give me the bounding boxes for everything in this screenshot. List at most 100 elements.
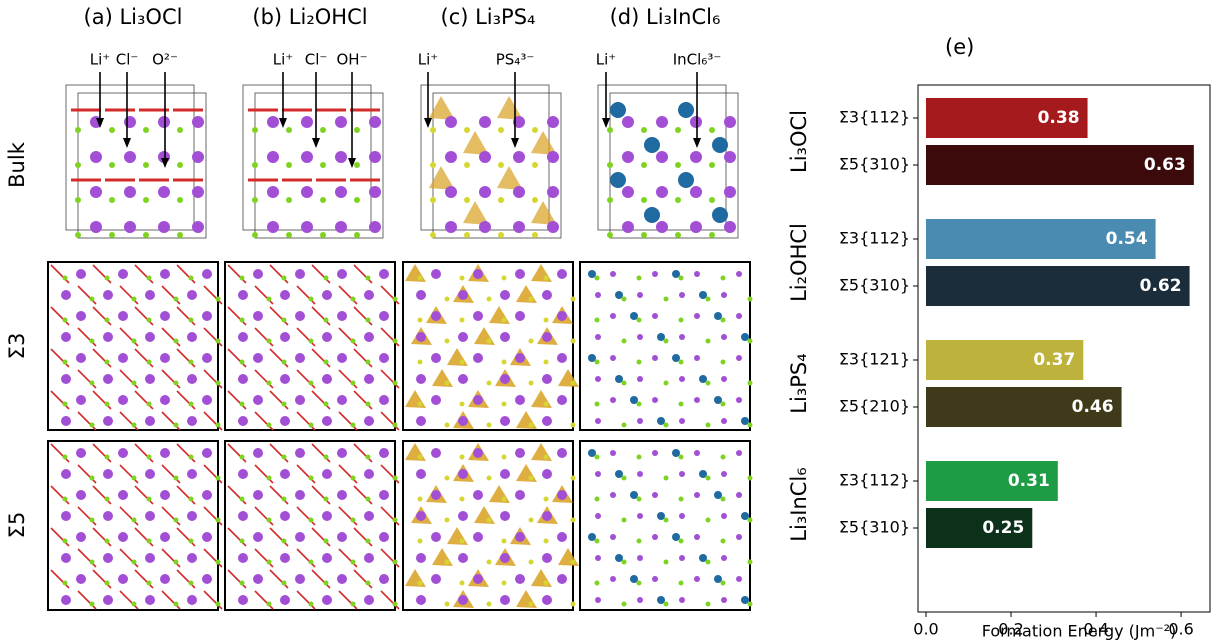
atom-small [502,455,507,460]
atom-small [664,339,669,344]
atom-small [706,560,711,565]
atom [610,450,616,456]
atom-small [498,127,504,133]
atom-small [622,423,627,428]
atom-small [240,402,245,407]
atom-small [324,318,329,323]
atom [458,595,468,605]
atom [542,511,552,521]
atom [61,553,71,563]
atom [694,576,700,582]
atom-small [544,581,549,586]
atom-small [706,297,711,302]
atom-small [216,602,221,607]
atom [158,221,170,233]
atom [679,555,685,561]
atom-small [324,455,329,460]
atom-small [607,197,613,203]
atom [124,186,136,198]
atom-small [309,381,314,386]
atom [721,555,727,561]
atom-small [664,423,669,428]
atom-small [147,455,152,460]
atom [76,353,86,363]
atom [595,376,601,382]
atom-small [240,539,245,544]
atom [721,292,727,298]
atom-small [174,423,179,428]
atom [637,418,643,424]
in-atom [615,291,623,299]
atom [736,271,742,277]
atom [160,269,170,279]
x-axis-title: Formation Energy (Jm⁻²) [982,622,1177,641]
atom-small [105,497,110,502]
atom [500,553,510,563]
atom [335,186,347,198]
atom [542,595,552,605]
atom-small [487,297,492,302]
atom [187,553,197,563]
column-title: (b) Li₂OHCl [252,5,367,29]
atom-small [286,232,292,238]
y-tick-label: Σ3{112} [839,471,910,490]
atom [145,332,155,342]
atom [557,311,567,321]
atom [364,332,374,342]
atom-small [147,497,152,502]
in-atom [699,375,707,383]
atom-small [595,276,600,281]
atom [473,574,483,584]
atom-small [75,127,81,133]
in-atom [657,417,665,425]
atom-small [679,455,684,460]
atom [694,397,700,403]
atom-small [174,518,179,523]
atom [595,334,601,340]
column-title: (c) Li₃PS₄ [441,5,536,29]
value-label: 0.54 [1106,229,1148,249]
atom-small [354,162,360,168]
atom [267,151,279,163]
atom [76,269,86,279]
atom-small [502,318,507,323]
atom [458,553,468,563]
atom [473,353,483,363]
atom-small [174,560,179,565]
atom-small [393,518,398,523]
atom [192,221,204,233]
atom [473,490,483,500]
atom-small [418,455,423,460]
atom-small [90,560,95,565]
atom-small [487,339,492,344]
atom-small [622,518,627,523]
atom-small [571,560,576,565]
atom [500,511,510,521]
atom [557,353,567,363]
atom [90,221,102,233]
atom-small [351,423,356,428]
species-label: O²⁻ [152,51,178,69]
atom-small [430,127,436,133]
atom [458,469,468,479]
atom [500,290,510,300]
atom [637,513,643,519]
atom-small [498,232,504,238]
atom [679,418,685,424]
atom-small [174,339,179,344]
atom-small [320,197,326,203]
atom [736,576,742,582]
atom [61,469,71,479]
atom-small [622,297,627,302]
atom-small [267,560,272,565]
atom-small [216,423,221,428]
atom-small [320,127,326,133]
atom [637,597,643,603]
atom [337,490,347,500]
atom [622,151,634,163]
atom [187,469,197,479]
atom [379,532,389,542]
atom-small [174,381,179,386]
atom [513,221,525,233]
in-atom [657,596,665,604]
